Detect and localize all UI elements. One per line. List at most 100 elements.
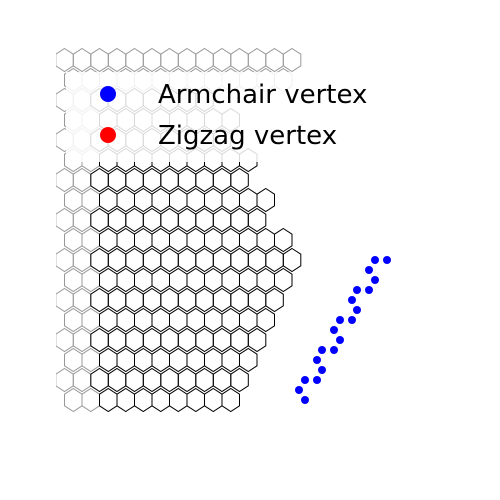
flake-cell (212, 207, 232, 233)
flake-cell (186, 347, 205, 373)
background-cell (56, 47, 74, 73)
flake-cell (212, 167, 232, 193)
legend-marker-zigzag (100, 127, 116, 143)
flake-cell (221, 347, 240, 373)
flake-cell (177, 287, 197, 313)
background-cell (160, 47, 179, 73)
armchair-vertex-dot (313, 376, 321, 384)
background-cell (90, 47, 109, 73)
flake-cell (177, 207, 197, 233)
background-cell (125, 47, 144, 73)
flake-cell (151, 347, 170, 373)
flake-cell (239, 347, 258, 373)
flake-cell (186, 187, 205, 213)
background-cell (107, 47, 127, 73)
background-cell (72, 247, 92, 273)
flake-cell (90, 247, 109, 273)
flake-cell (116, 387, 135, 413)
flake-cell (221, 307, 240, 333)
flake-cell (177, 167, 197, 193)
armchair-edge-vertices (295, 256, 391, 404)
flake-cell (265, 287, 284, 313)
legend: Armchair vertex Zigzag vertex (66, 72, 386, 162)
flake-cell (204, 347, 223, 373)
background-cell (56, 327, 74, 353)
flake-cell (169, 307, 188, 333)
flake-cell (247, 287, 267, 313)
flake-cell (247, 327, 267, 353)
flake-cell (151, 267, 170, 293)
flake-cell (142, 367, 162, 393)
flake-cell (195, 287, 214, 313)
flake-cell (160, 207, 179, 233)
armchair-vertex-dot (301, 376, 309, 384)
background-cell (72, 167, 92, 193)
flake-cell (107, 247, 127, 273)
flake-cell (186, 387, 205, 413)
background-cell (81, 267, 100, 293)
flake-cell (125, 247, 144, 273)
background-cell (282, 47, 302, 73)
flake-cell (195, 247, 214, 273)
flake-cell (204, 227, 223, 253)
background-cell (177, 47, 197, 73)
flake-cell (169, 347, 188, 373)
flake-cell (90, 287, 109, 313)
flake-cell (90, 367, 109, 393)
flake-cell (90, 327, 109, 353)
flake-cell (239, 267, 258, 293)
flake-cell (239, 187, 258, 213)
flake-cell (169, 387, 188, 413)
flake-cell (177, 327, 197, 353)
flake-cell (125, 207, 144, 233)
background-cell (56, 367, 74, 393)
background-cell (195, 47, 214, 73)
flake-cell (247, 207, 267, 233)
flake-cell (230, 367, 249, 393)
flake-cell (116, 187, 135, 213)
flake-cell (177, 367, 197, 393)
background-cell (64, 347, 83, 373)
flake-cell (116, 347, 135, 373)
flake-cell (160, 367, 179, 393)
armchair-vertex-dot (295, 386, 303, 394)
flake-cell (134, 227, 153, 253)
flake-cell (142, 287, 162, 313)
background-cell (230, 47, 249, 73)
flake-cell (230, 247, 249, 273)
background-cell (72, 367, 92, 393)
flake-cell (160, 327, 179, 353)
flake-cell (169, 227, 188, 253)
background-cell (142, 47, 162, 73)
background-cell (81, 227, 100, 253)
flake-cell (142, 247, 162, 273)
flake-cell (151, 307, 170, 333)
flake-cell (134, 187, 153, 213)
armchair-vertex-dot (336, 316, 344, 324)
flake-cell (142, 327, 162, 353)
flake-cell (125, 367, 144, 393)
background-cell (56, 287, 74, 313)
flake-cell (151, 387, 170, 413)
legend-label-armchair: Armchair vertex (158, 80, 367, 110)
flake-cell (125, 327, 144, 353)
flake-cell (204, 267, 223, 293)
background-cell (72, 287, 92, 313)
flake-cell (265, 247, 284, 273)
background-cell (81, 347, 100, 373)
flake-cell (274, 267, 293, 293)
background-cell (81, 187, 100, 213)
flake-cell (221, 227, 240, 253)
flake-cell (116, 227, 135, 253)
flake-cell (142, 167, 162, 193)
background-cell (265, 47, 284, 73)
flake-cell (125, 287, 144, 313)
armchair-vertex-dot (318, 346, 326, 354)
flake-cell (99, 347, 118, 373)
flake-cell (99, 227, 118, 253)
flake-cell (134, 307, 153, 333)
flake-cell (125, 167, 144, 193)
armchair-vertex-dot (383, 256, 391, 264)
background-cell (212, 47, 232, 73)
